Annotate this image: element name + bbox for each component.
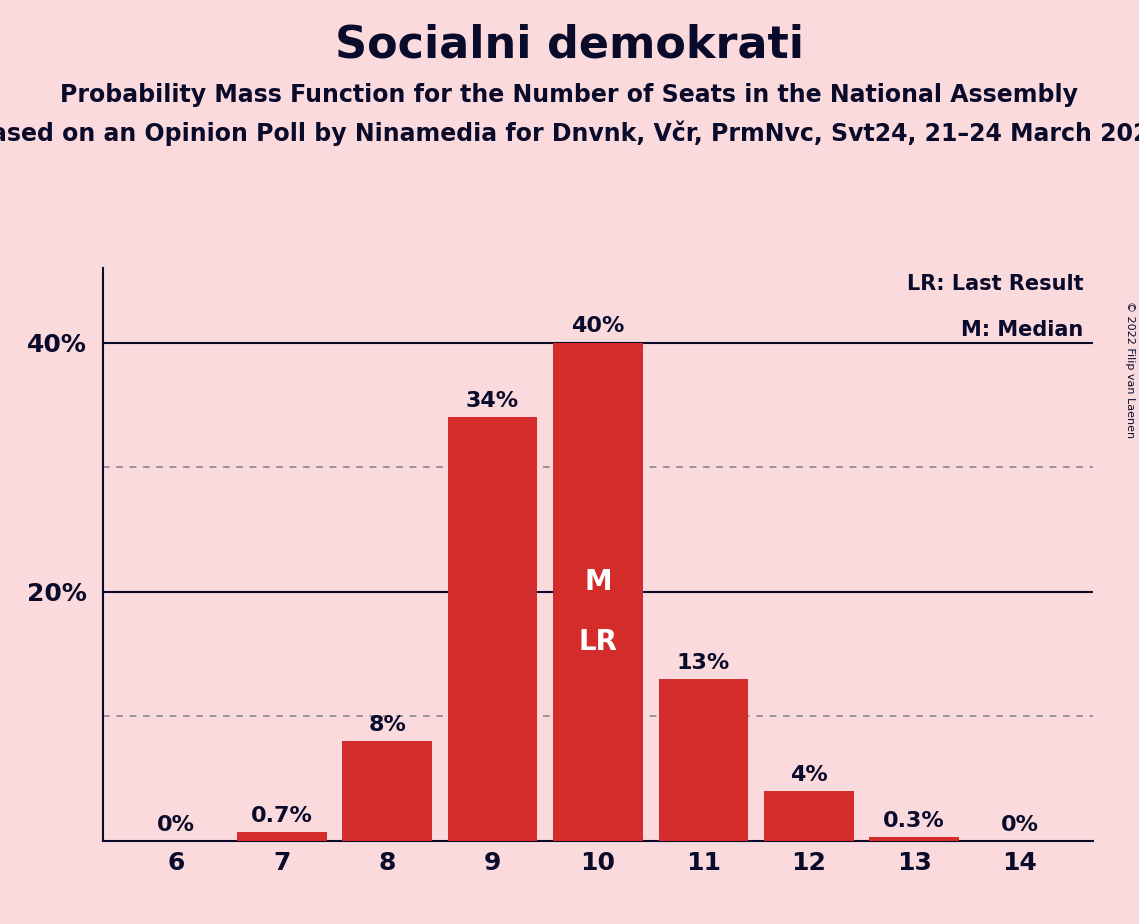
Text: 8%: 8% bbox=[368, 715, 407, 735]
Text: M: Median: M: Median bbox=[961, 320, 1083, 339]
Text: Probability Mass Function for the Number of Seats in the National Assembly: Probability Mass Function for the Number… bbox=[60, 83, 1079, 107]
Text: 40%: 40% bbox=[572, 316, 624, 336]
Text: 0%: 0% bbox=[1001, 815, 1039, 834]
Text: 0%: 0% bbox=[157, 815, 195, 834]
Text: Socialni demokrati: Socialni demokrati bbox=[335, 23, 804, 67]
Text: M: M bbox=[584, 568, 612, 596]
Bar bbox=[764, 791, 853, 841]
Text: 0.7%: 0.7% bbox=[251, 806, 313, 826]
Bar bbox=[448, 418, 538, 841]
Text: 13%: 13% bbox=[677, 652, 730, 673]
Bar bbox=[869, 837, 959, 841]
Text: LR: LR bbox=[579, 627, 617, 655]
Bar bbox=[343, 741, 432, 841]
Bar bbox=[658, 679, 748, 841]
Text: 0.3%: 0.3% bbox=[884, 811, 945, 831]
Text: © 2022 Filip van Laenen: © 2022 Filip van Laenen bbox=[1125, 301, 1134, 438]
Bar bbox=[554, 343, 642, 841]
Text: 34%: 34% bbox=[466, 391, 519, 411]
Text: Based on an Opinion Poll by Ninamedia for Dnvnk, Včr, PrmNvc, Svt24, 21–24 March: Based on an Opinion Poll by Ninamedia fo… bbox=[0, 120, 1139, 146]
Text: LR: Last Result: LR: Last Result bbox=[907, 274, 1083, 294]
Bar bbox=[237, 833, 327, 841]
Text: 4%: 4% bbox=[790, 765, 828, 784]
